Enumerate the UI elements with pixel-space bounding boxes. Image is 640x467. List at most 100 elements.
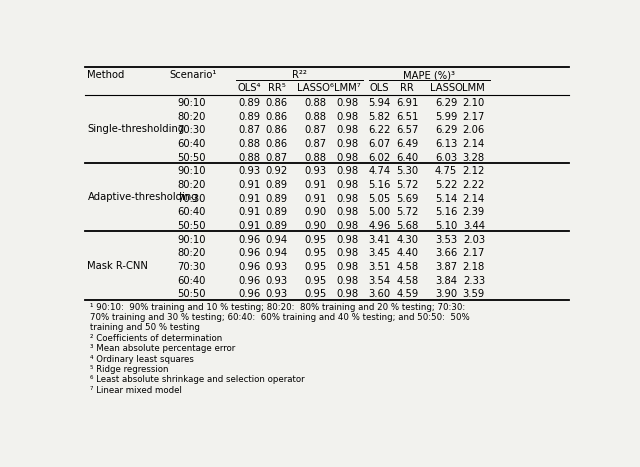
Text: RR: RR [401,83,414,92]
Text: OLS: OLS [370,83,389,92]
Text: 2.22: 2.22 [463,180,485,190]
Text: 0.93: 0.93 [266,262,288,272]
Text: 70:30: 70:30 [177,193,206,204]
Text: 3.59: 3.59 [463,289,485,299]
Text: 3.90: 3.90 [435,289,457,299]
Text: 2.17: 2.17 [463,112,485,121]
Text: 0.96: 0.96 [239,262,260,272]
Text: 0.89: 0.89 [239,112,260,121]
Text: 0.86: 0.86 [266,98,288,108]
Text: 6.02: 6.02 [369,153,390,163]
Text: 5.72: 5.72 [396,207,419,217]
Text: 5.69: 5.69 [396,193,419,204]
Text: 0.93: 0.93 [239,166,260,176]
Text: 4.40: 4.40 [396,248,419,258]
Text: 50:50: 50:50 [177,289,206,299]
Text: 90:10: 90:10 [177,98,206,108]
Text: Single-thresholding: Single-thresholding [88,124,185,134]
Text: 0.89: 0.89 [266,193,288,204]
Text: 2.14: 2.14 [463,193,485,204]
Text: 0.96: 0.96 [239,234,260,245]
Text: 6.07: 6.07 [369,139,390,149]
Text: 2.03: 2.03 [463,234,485,245]
Text: 0.93: 0.93 [266,276,288,285]
Text: 5.68: 5.68 [396,221,419,231]
Text: 70% training and 30 % testing; 60:40:  60% training and 40 % testing; and 50:50:: 70% training and 30 % testing; 60:40: 60… [90,313,470,322]
Text: 4.58: 4.58 [396,276,419,285]
Text: 0.91: 0.91 [239,180,260,190]
Text: 0.98: 0.98 [337,262,359,272]
Text: 0.89: 0.89 [266,207,288,217]
Text: 6.49: 6.49 [396,139,419,149]
Text: 3.54: 3.54 [369,276,390,285]
Text: 2.17: 2.17 [463,248,485,258]
Text: 6.91: 6.91 [396,98,419,108]
Text: Adaptive-thresholding: Adaptive-thresholding [88,192,198,202]
Text: 0.93: 0.93 [266,289,288,299]
Text: 0.96: 0.96 [239,248,260,258]
Text: 0.91: 0.91 [239,207,260,217]
Text: 3.41: 3.41 [369,234,390,245]
Text: 0.96: 0.96 [239,289,260,299]
Text: 5.30: 5.30 [396,166,419,176]
Text: 0.88: 0.88 [239,139,260,149]
Text: 4.74: 4.74 [369,166,390,176]
Text: ² Coefficients of determination: ² Coefficients of determination [90,334,222,343]
Text: 6.29: 6.29 [435,125,457,135]
Text: 60:40: 60:40 [177,276,206,285]
Text: 0.86: 0.86 [266,139,288,149]
Text: 0.98: 0.98 [337,125,359,135]
Text: RR⁵: RR⁵ [268,83,286,92]
Text: Scenario¹: Scenario¹ [169,71,217,80]
Text: ⁵ Ridge regression: ⁵ Ridge regression [90,365,168,374]
Text: ³ Mean absolute percentage error: ³ Mean absolute percentage error [90,344,235,353]
Text: 5.16: 5.16 [435,207,457,217]
Text: 80:20: 80:20 [177,248,206,258]
Text: 2.39: 2.39 [463,207,485,217]
Text: 5.22: 5.22 [435,180,457,190]
Text: 2.12: 2.12 [463,166,485,176]
Text: 0.98: 0.98 [337,207,359,217]
Text: 0.87: 0.87 [305,125,326,135]
Text: 2.10: 2.10 [463,98,485,108]
Text: LASSO⁶: LASSO⁶ [297,83,334,92]
Text: Method: Method [88,71,125,80]
Text: 3.84: 3.84 [435,276,457,285]
Text: 3.51: 3.51 [369,262,390,272]
Text: 4.59: 4.59 [396,289,419,299]
Text: ¹ 90:10:  90% training and 10 % testing; 80:20:  80% training and 20 % testing; : ¹ 90:10: 90% training and 10 % testing; … [90,303,465,311]
Text: 5.05: 5.05 [369,193,390,204]
Text: training and 50 % testing: training and 50 % testing [90,324,200,333]
Text: 0.96: 0.96 [239,276,260,285]
Text: 0.87: 0.87 [305,139,326,149]
Text: 6.51: 6.51 [396,112,419,121]
Text: 0.98: 0.98 [337,98,359,108]
Text: 4.96: 4.96 [369,221,390,231]
Text: ⁷ Linear mixed model: ⁷ Linear mixed model [90,386,182,395]
Text: 90:10: 90:10 [177,166,206,176]
Text: 0.98: 0.98 [337,112,359,121]
Text: 3.45: 3.45 [369,248,390,258]
Text: ⁶ Least absolute shrinkage and selection operator: ⁶ Least absolute shrinkage and selection… [90,375,305,384]
Text: 0.89: 0.89 [239,98,260,108]
Text: 0.89: 0.89 [266,221,288,231]
Text: 3.66: 3.66 [435,248,457,258]
Text: 0.98: 0.98 [337,248,359,258]
Text: 50:50: 50:50 [177,221,206,231]
Text: 5.10: 5.10 [435,221,457,231]
Text: 0.94: 0.94 [266,234,288,245]
Text: 0.98: 0.98 [337,289,359,299]
Text: 2.33: 2.33 [463,276,485,285]
Text: 0.91: 0.91 [305,193,327,204]
Text: 0.88: 0.88 [305,153,326,163]
Text: 3.28: 3.28 [463,153,485,163]
Text: 0.92: 0.92 [266,166,288,176]
Text: 6.40: 6.40 [396,153,419,163]
Text: 0.98: 0.98 [337,166,359,176]
Text: 0.91: 0.91 [305,180,327,190]
Text: 2.14: 2.14 [463,139,485,149]
Text: 0.91: 0.91 [239,221,260,231]
Text: 4.58: 4.58 [396,262,419,272]
Text: Mask R-CNN: Mask R-CNN [88,261,148,270]
Text: 0.86: 0.86 [266,112,288,121]
